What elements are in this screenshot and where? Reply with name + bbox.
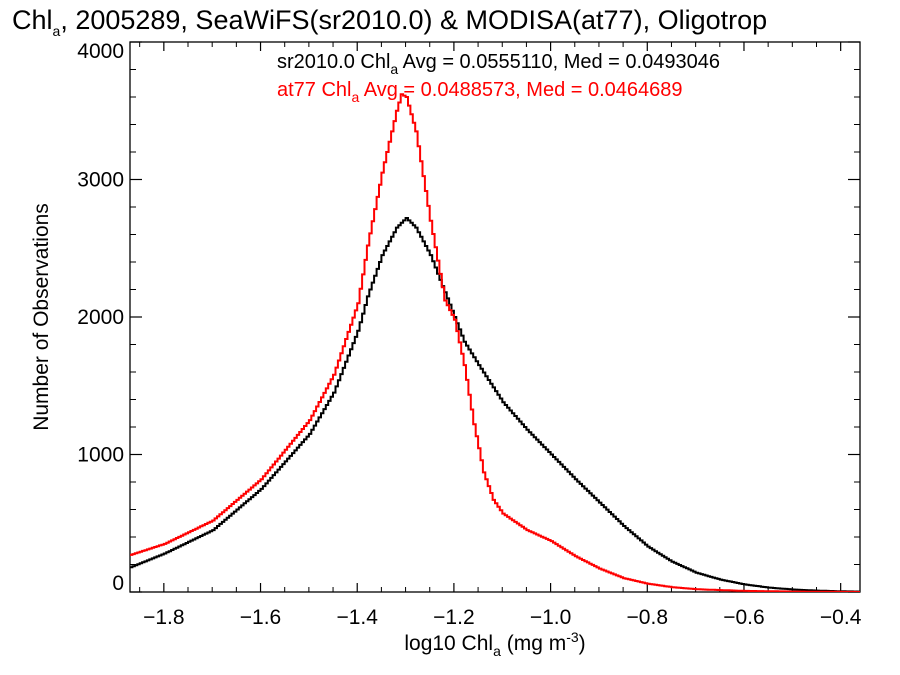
y-tick-label: 3000 — [77, 169, 124, 192]
legend-entry-at77: at77 Chla Avg = 0.0488573, Med = 0.04646… — [277, 79, 683, 105]
x-tick-label: −1.4 — [336, 606, 378, 629]
x-axis-ticks: −1.8 −1.6 −1.4 −1.2 −1.0 −0.8 −0.6 −0.4 — [139, 42, 862, 629]
series-line-at77 — [130, 93, 860, 592]
x-axis-label: log10 Chla (mg m-3) — [404, 629, 585, 659]
title-part-rest: , 2005289, SeaWiFS(sr2010.0) & MODISA(at… — [60, 5, 767, 35]
x-tick-label: −0.8 — [627, 606, 668, 629]
legend-at77-rest: Avg = 0.0488573, Med = 0.0464689 — [359, 79, 682, 101]
x-tick-label: −1.2 — [433, 606, 474, 629]
legend-at77-main: at77 Chl — [277, 79, 352, 101]
x-tick-label: −1.6 — [240, 606, 281, 629]
y-tick-label: 2000 — [77, 306, 124, 329]
x-axis-label-subscript: a — [493, 643, 501, 659]
legend: sr2010.0 Chla Avg = 0.0555110, Med = 0.0… — [277, 51, 720, 105]
x-tick-label: −0.4 — [820, 606, 862, 629]
series-line-sr2010-0 — [130, 217, 860, 592]
chart-title: Chla, 2005289, SeaWiFS(sr2010.0) & MODIS… — [12, 5, 767, 39]
y-tick-label: 4000 — [77, 40, 124, 63]
y-tick-label: 1000 — [77, 444, 124, 467]
legend-entry-sr2010: sr2010.0 Chla Avg = 0.0555110, Med = 0.0… — [277, 51, 720, 77]
legend-sr2010-subscript: a — [390, 61, 398, 77]
title-part-main: Chl — [12, 5, 53, 35]
legend-sr2010-rest: Avg = 0.0555110, Med = 0.0493046 — [398, 51, 720, 73]
x-axis-label-unit: (mg m — [501, 632, 566, 655]
title-part-subscript: a — [53, 23, 61, 39]
x-axis-label-close: ) — [579, 632, 586, 655]
legend-at77-subscript: a — [352, 89, 360, 105]
series-layer — [130, 93, 860, 592]
x-tick-label: −0.6 — [723, 606, 764, 629]
x-tick-label: −1.8 — [143, 606, 184, 629]
y-axis-ticks: 0 1000 2000 3000 4000 — [77, 40, 860, 595]
x-tick-label: −1.0 — [530, 606, 571, 629]
y-tick-label: 0 — [112, 572, 124, 595]
x-axis-label-superscript: -3 — [566, 629, 579, 645]
legend-sr2010-main: sr2010.0 Chl — [277, 51, 390, 73]
y-axis-label: Number of Observations — [30, 203, 53, 431]
x-axis-label-main: log10 Chl — [404, 632, 493, 655]
